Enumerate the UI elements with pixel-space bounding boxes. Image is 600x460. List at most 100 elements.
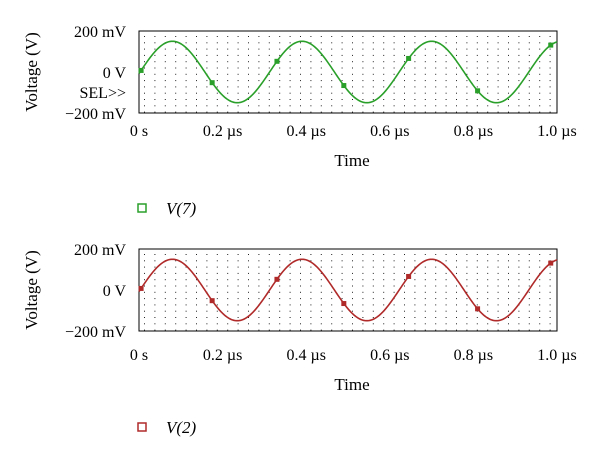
grid-dot <box>237 73 239 75</box>
series-marker-1-1 <box>209 80 215 86</box>
grid-dot <box>331 48 333 50</box>
grid-dot <box>539 67 541 69</box>
grid-dot <box>497 99 499 100</box>
grid-dot <box>144 42 145 44</box>
grid-dot <box>393 272 395 274</box>
grid-dot <box>196 105 197 107</box>
grid-dot <box>248 291 249 293</box>
grid-dot <box>518 48 520 50</box>
grid-dot <box>508 254 509 255</box>
grid-dot <box>310 266 312 268</box>
grid-dot <box>185 61 187 63</box>
grid-dot <box>248 304 249 306</box>
series-marker-2-5 <box>475 306 481 312</box>
grid-dot <box>237 54 239 56</box>
grid-dot <box>196 272 197 274</box>
grid-dot <box>154 329 156 331</box>
grid-dot <box>508 86 509 88</box>
grid-dot <box>175 323 177 325</box>
grid-dot <box>393 304 395 306</box>
grid-dot <box>414 54 416 56</box>
grid-dot <box>435 92 437 94</box>
grid-dot <box>227 67 229 69</box>
grid-dot <box>154 266 156 268</box>
grid-dot <box>414 323 416 325</box>
grid-dot <box>320 42 322 44</box>
grid-dot <box>164 285 166 287</box>
grid-dot <box>300 48 301 50</box>
grid-dot <box>404 61 405 63</box>
grid-dot <box>383 254 385 255</box>
grid-dot <box>144 67 145 69</box>
grid-dot <box>164 111 166 113</box>
grid-dot <box>196 36 197 37</box>
grid-dot <box>289 36 291 37</box>
grid-dot <box>185 291 187 293</box>
grid-dot <box>258 73 260 75</box>
grid-dot <box>196 323 197 325</box>
grid-dot <box>144 73 145 75</box>
grid-dot <box>414 99 416 100</box>
grid-dot <box>185 54 187 56</box>
grid-dot <box>393 105 395 107</box>
grid-dot <box>216 285 218 287</box>
grid-dot <box>528 99 530 100</box>
grid-dot <box>164 317 166 318</box>
grid-dot <box>497 291 499 293</box>
grid-dot <box>268 92 270 94</box>
grid-dot <box>424 279 426 281</box>
grid-dot <box>216 111 218 113</box>
grid-dot <box>144 254 145 255</box>
grid-dot <box>508 67 509 69</box>
grid-dot <box>414 298 416 300</box>
panel-1-ytick-mid: 0 V <box>103 65 127 82</box>
grid-dot <box>248 298 249 300</box>
grid-dot <box>539 304 541 306</box>
grid-dot <box>175 92 177 94</box>
grid-dot <box>216 329 218 331</box>
grid-dot <box>497 266 499 268</box>
grid-dot <box>383 329 385 331</box>
grid-dot <box>144 99 145 100</box>
grid-dot <box>508 310 509 312</box>
grid-dot <box>539 279 541 281</box>
grid-dot <box>216 48 218 50</box>
grid-dot <box>227 54 229 56</box>
grid-dot <box>164 323 166 325</box>
grid-dot <box>445 329 447 331</box>
grid-dot <box>539 266 541 268</box>
grid-dot <box>445 86 447 88</box>
grid-dot <box>237 80 239 82</box>
grid-dot <box>341 317 343 318</box>
grid-dot <box>289 105 291 107</box>
grid-dot <box>414 105 416 107</box>
grid-dot <box>487 310 489 312</box>
grid-dot <box>352 48 353 50</box>
grid-dot <box>404 317 405 318</box>
grid-dot <box>435 285 437 287</box>
grid-dot <box>320 298 322 300</box>
grid-dot <box>320 86 322 88</box>
grid-dot <box>404 254 405 255</box>
grid-dot <box>216 317 218 318</box>
grid-dot <box>144 310 145 312</box>
series-marker-2-1 <box>209 298 215 304</box>
grid-dot <box>414 254 416 255</box>
grid-dot <box>528 310 530 312</box>
grid-dot <box>456 111 457 113</box>
grid-dot <box>289 42 291 44</box>
grid-dot <box>539 105 541 107</box>
grid-dot <box>216 304 218 306</box>
grid-dot <box>508 92 509 94</box>
grid-dot <box>268 304 270 306</box>
grid-dot <box>393 73 395 75</box>
grid-dot <box>435 54 437 56</box>
grid-dot <box>300 279 301 281</box>
grid-dot <box>414 285 416 287</box>
grid-dot <box>175 260 177 262</box>
grid-dot <box>466 260 468 262</box>
grid-dot <box>227 272 229 274</box>
grid-dot <box>497 67 499 69</box>
grid-dot <box>310 317 312 318</box>
grid-dot <box>393 99 395 100</box>
